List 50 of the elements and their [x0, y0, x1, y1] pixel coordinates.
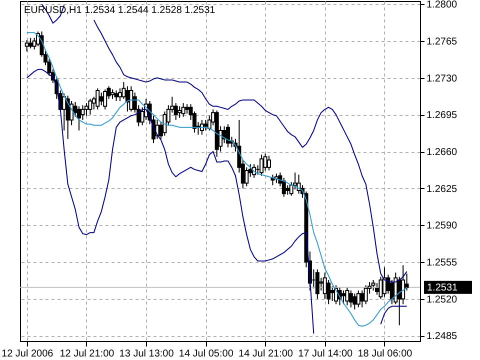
candlestick [401, 264, 406, 305]
candlestick [364, 284, 368, 305]
candlestick [341, 290, 346, 305]
candlestick [345, 286, 350, 306]
x-tick-label: 14 Jul 05:00 [178, 348, 234, 360]
candlestick [96, 88, 100, 110]
candlestick [110, 88, 115, 100]
y-tick-label: 1.2695 [426, 110, 458, 122]
x-tick-label: 13 Jul 13:00 [119, 348, 174, 360]
candlestick [24, 39, 29, 52]
candlestick [286, 184, 290, 196]
candlestick [260, 154, 264, 176]
y-tick-label: 1.2520 [426, 294, 458, 306]
candlestick [114, 90, 118, 102]
candlestick [266, 155, 271, 171]
candlestick [360, 290, 364, 308]
candlestick [178, 106, 182, 118]
candlestick [352, 293, 357, 310]
candlestick [330, 286, 334, 302]
y-tick-label: 1.2660 [426, 147, 458, 158]
candlestick [80, 104, 85, 120]
candlestick [204, 119, 208, 131]
x-tick-label: 17 Jul 14:00 [298, 348, 354, 360]
candlestick [244, 166, 249, 187]
candlestick [185, 104, 190, 114]
y-tick-label: 1.2765 [426, 36, 458, 48]
x-tick-label: 14 Jul 21:00 [238, 348, 294, 360]
x-tick-label: 12 Jul 2006 [2, 348, 54, 360]
y-tick-label: 1.2485 [426, 331, 458, 342]
y-tick-label: 1.2800 [426, 0, 458, 11]
candlestick [315, 268, 320, 300]
candlestick [118, 88, 122, 102]
candlestick [103, 88, 108, 110]
candlestick [226, 124, 230, 148]
y-tick-label: 1.2590 [426, 220, 458, 232]
candlestick [88, 98, 92, 116]
candlestick [28, 37, 33, 49]
candlestick [129, 86, 134, 112]
ref-line-label: 1.2531 [427, 282, 458, 294]
candlestick [371, 279, 376, 291]
x-tick-label: 12 Jul 21:00 [60, 348, 115, 360]
candlestick [348, 290, 353, 308]
candlestick [77, 106, 82, 131]
y-tick-label: 1.2730 [426, 73, 458, 84]
y-tick-label: 1.2555 [426, 258, 458, 269]
candlestick [70, 100, 74, 126]
candlestick [181, 102, 186, 118]
candlestick [356, 290, 360, 308]
y-tick-label: 1.2625 [426, 184, 458, 195]
x-tick-label: 18 Jul 06:00 [358, 348, 413, 360]
